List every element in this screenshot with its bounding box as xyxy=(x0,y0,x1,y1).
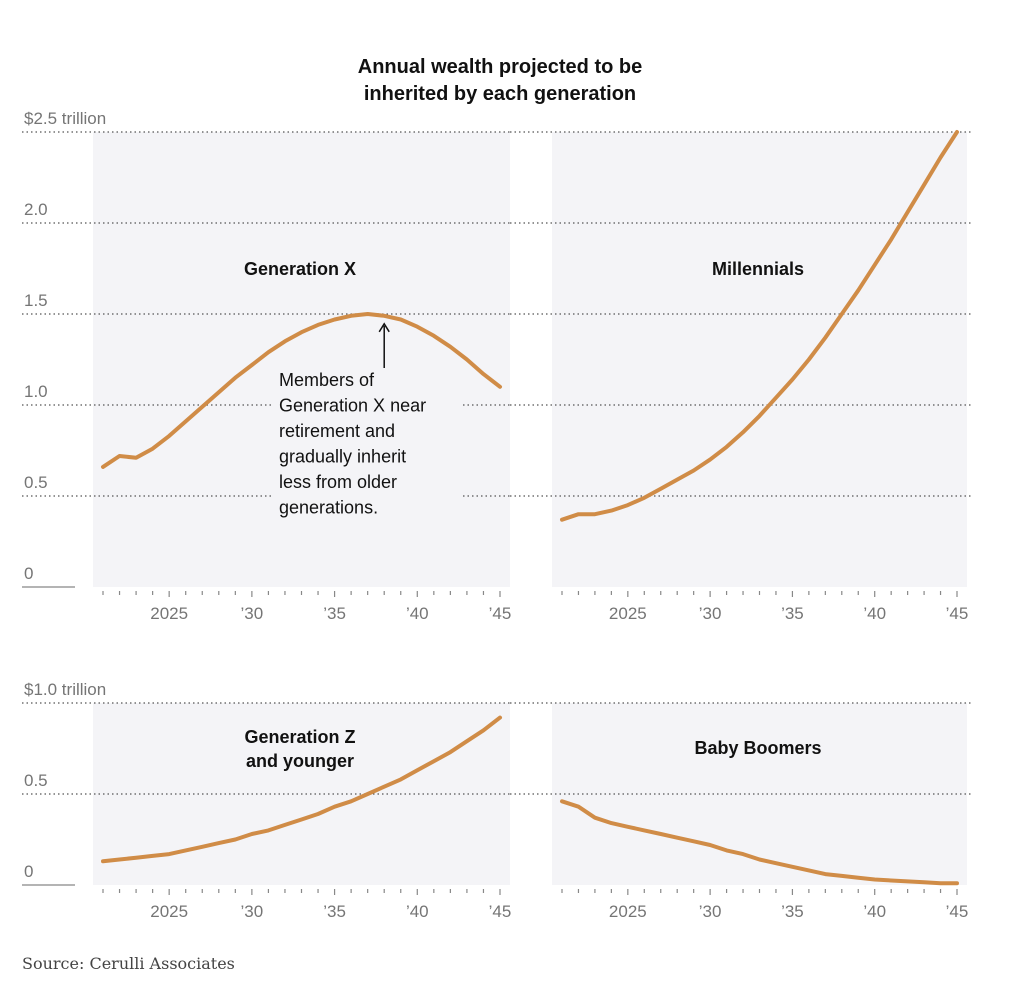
y-tick-label: $1.0 trillion xyxy=(24,680,106,699)
x-tick-label: ’40 xyxy=(406,902,429,921)
series-line-millennials xyxy=(560,130,959,522)
annotation-text-line: retirement and xyxy=(279,421,395,441)
annotation-text-line: generations. xyxy=(279,498,378,518)
series-line-baby-boomers xyxy=(560,799,959,886)
panel-millennials: 2025 ’30 ’35 ’40 ’45 Millennials xyxy=(510,130,972,623)
series-line-generation-x xyxy=(101,312,502,469)
x-tick-label: ’35 xyxy=(323,902,346,921)
x-tick-label: 2025 xyxy=(150,902,188,921)
panel-generation-x: 0 0.5 1.0 1.5 2.0 $2.5 trillion 2025 ’30 ’35 ’40 ’… xyxy=(22,109,511,623)
x-tick-label: ’30 xyxy=(241,604,264,623)
x-tick-label: ’45 xyxy=(946,604,969,623)
y-tick-label: 0.5 xyxy=(24,473,48,492)
x-tick-label: ’35 xyxy=(781,604,804,623)
y-tick-label: 0.5 xyxy=(24,771,48,790)
x-tick-label: ’30 xyxy=(241,902,264,921)
chart-title-line-1: Annual wealth projected to be xyxy=(358,56,642,78)
annotation-text-line: less from older xyxy=(279,472,397,492)
panel-baby-boomers: 2025 ’30 ’35 ’40 ’45 Baby Boomers xyxy=(510,702,972,921)
x-tick-label: ’30 xyxy=(699,604,722,623)
panel-background xyxy=(552,132,967,587)
x-tick-label: ’30 xyxy=(699,902,722,921)
annotation-arrow-head xyxy=(378,322,390,333)
x-tick-label: ’45 xyxy=(489,902,512,921)
y-tick-label: 1.0 xyxy=(24,382,48,401)
series-line-generation-z xyxy=(101,715,502,864)
x-tick-label: ’40 xyxy=(406,604,429,623)
annotation-text-line: Members of xyxy=(279,370,375,390)
y-tick-label: 2.0 xyxy=(24,200,48,219)
y-tick-label: 0 xyxy=(24,564,33,583)
chart-title-line-2: inherited by each generation xyxy=(364,83,636,105)
x-tick-label: ’40 xyxy=(863,604,886,623)
panel-label: and younger xyxy=(246,751,354,771)
panel-label: Baby Boomers xyxy=(694,738,821,758)
x-tick-label: ’40 xyxy=(863,902,886,921)
annotation-text-line: Generation X near xyxy=(279,396,426,416)
x-tick-label: ’45 xyxy=(489,604,512,623)
x-tick-label: ’35 xyxy=(781,902,804,921)
x-tick-label: ’45 xyxy=(946,902,969,921)
panel-label: Millennials xyxy=(712,259,804,279)
y-tick-label: $2.5 trillion xyxy=(24,109,106,128)
x-tick-label: ’35 xyxy=(323,604,346,623)
source-note: Source: Cerulli Associates xyxy=(22,954,235,973)
x-tick-label: 2025 xyxy=(609,604,647,623)
x-tick-label: 2025 xyxy=(609,902,647,921)
panel-label: Generation Z xyxy=(244,727,355,747)
annotation-text-line: gradually inherit xyxy=(279,447,406,467)
panel-generation-z: 0 0.5 $1.0 trillion 2025 ’30 ’35 ’40 ’45 Generat… xyxy=(22,680,511,921)
annotation-backdrop xyxy=(272,362,462,524)
panel-label: Generation X xyxy=(244,259,356,279)
y-tick-label: 1.5 xyxy=(24,291,48,310)
x-tick-label: 2025 xyxy=(150,604,188,623)
y-tick-label: 0 xyxy=(24,862,33,881)
